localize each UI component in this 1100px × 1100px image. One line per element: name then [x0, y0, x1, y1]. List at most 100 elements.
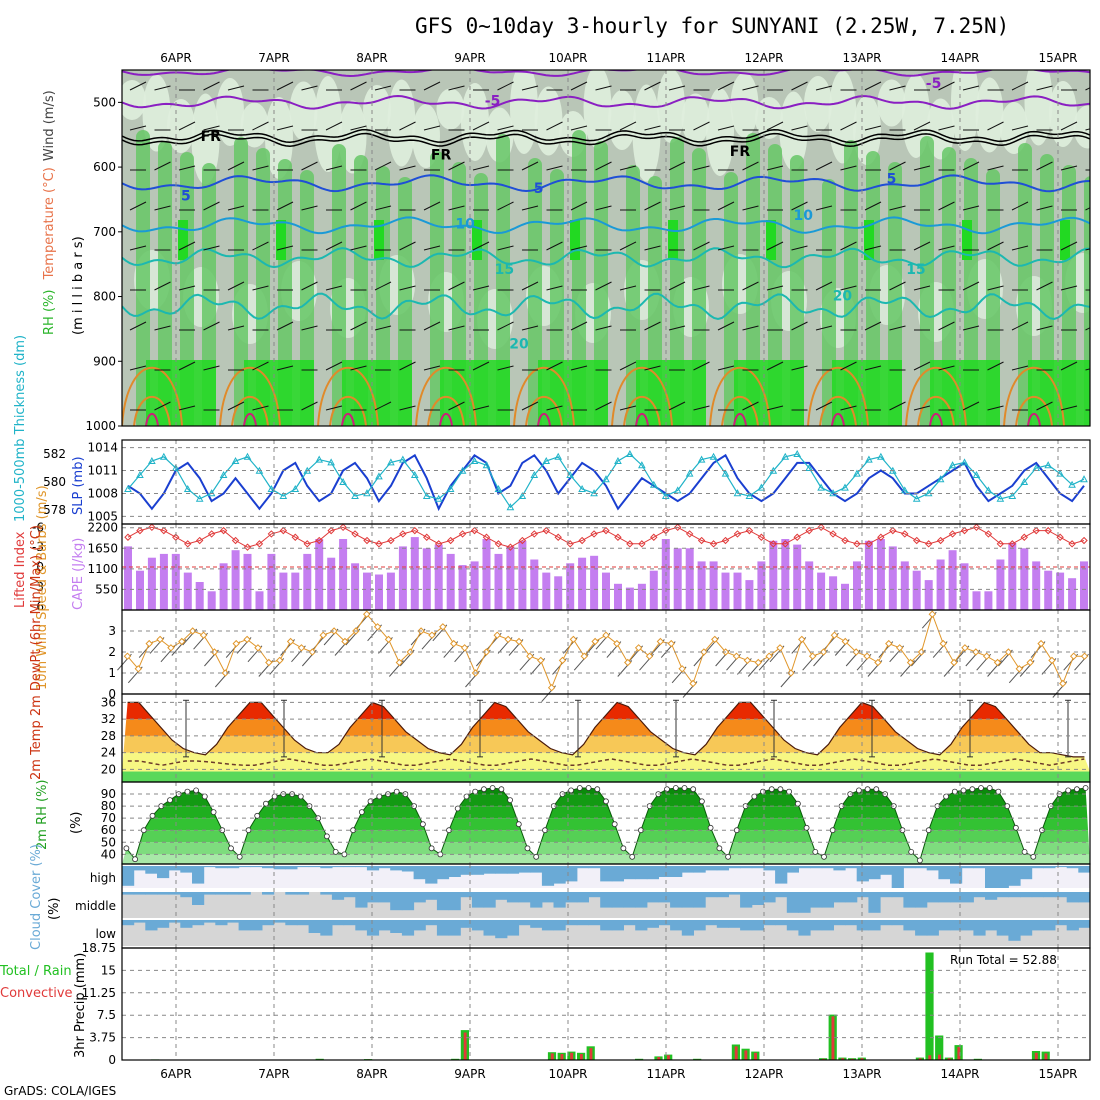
- cape-bar: [745, 580, 754, 610]
- li-tick-label: 6: [36, 600, 44, 614]
- precip-tick-label: 0: [108, 1053, 116, 1067]
- li-point: [1020, 533, 1028, 541]
- thickness-ylabel: 1000-500mb Thickness (dm): [13, 335, 28, 522]
- wind-barb: [448, 281, 465, 291]
- slp-tick-label: 1008: [87, 486, 118, 500]
- contour-label: 20: [833, 288, 853, 304]
- wind-barb: [570, 81, 588, 91]
- cloud-bar-high: [273, 866, 286, 870]
- wind-barb: [448, 325, 465, 331]
- cape-bar: [960, 563, 969, 610]
- thickness-point: [243, 452, 252, 460]
- rh-shading: [122, 70, 1090, 426]
- wind-barb: [693, 285, 710, 291]
- li-point: [578, 536, 586, 545]
- li-point: [913, 536, 921, 545]
- wind-barb: [742, 205, 759, 211]
- cloud-ylabel: Cloud Cover (%): [29, 844, 44, 950]
- wind-barb: [203, 81, 220, 91]
- upper-air-ylabel: RH (%) Temperature (°C) Wind (m/s): [42, 90, 57, 335]
- cloud-bar-middle: [786, 892, 799, 913]
- wind-speed-point: [787, 669, 795, 677]
- precip-tick-label: 15: [101, 963, 116, 977]
- rh-point: [472, 788, 479, 795]
- wind-barb: [1085, 87, 1090, 91]
- wind-speed-point: [982, 652, 991, 660]
- rh-point: [821, 853, 827, 860]
- rh-dry-patch: [779, 91, 808, 171]
- wind-speed-point: [808, 652, 817, 660]
- wind-speed-point: [624, 658, 632, 667]
- wind-barb: [472, 121, 490, 131]
- li-point: [721, 536, 730, 545]
- wind-barb: [668, 281, 686, 291]
- cape-bar: [876, 539, 885, 610]
- rh-point: [664, 786, 670, 793]
- precip-tick-label: 18.75: [82, 941, 116, 955]
- wind-barb: [644, 125, 661, 131]
- thickness-tick-label: 582: [43, 447, 66, 461]
- rh-point: [986, 785, 993, 791]
- cloud-bar-middle: [460, 892, 473, 898]
- wind-barb: [301, 281, 318, 291]
- wind-barb: [791, 201, 808, 211]
- cape-bar: [578, 557, 587, 610]
- cloud-bar-middle: [343, 892, 356, 898]
- pressure-tick-label: 800: [93, 290, 116, 304]
- li-point: [590, 530, 598, 538]
- wind-barb: [987, 285, 1004, 291]
- wind-barb: [913, 241, 931, 251]
- wind-barb: [766, 405, 784, 411]
- cloud-bar-high: [401, 866, 415, 872]
- wind-speed-point: [569, 635, 578, 644]
- wind-barb: [301, 205, 318, 211]
- li-point: [614, 533, 622, 541]
- li-point: [1056, 533, 1064, 541]
- rh-point: [507, 797, 514, 803]
- rh-moist-column: [496, 134, 510, 426]
- cloud-bar-middle: [168, 892, 181, 895]
- rh-point: [786, 788, 792, 795]
- li-point: [673, 523, 682, 532]
- cloud-bar-middle: [122, 892, 135, 895]
- wind-barb: [570, 321, 588, 331]
- cloud-bar-low: [611, 920, 624, 931]
- precip-bars: [151, 952, 1050, 1060]
- wind-barb: [717, 201, 735, 211]
- wind-barb: [889, 281, 906, 291]
- cloud-bars: [122, 866, 1091, 946]
- cloud-bar-low: [763, 920, 776, 926]
- dewpoint-line: [127, 758, 1085, 766]
- cloud-bar-low: [740, 920, 753, 931]
- wind-barb: [178, 285, 196, 291]
- wind-barb: [472, 361, 490, 371]
- thickness-point: [709, 452, 718, 460]
- rh-saturated-patch: [244, 360, 314, 426]
- cape-tick-label: 1100: [87, 562, 118, 576]
- cloud-bar-high: [588, 866, 601, 869]
- wind-barb: [913, 361, 931, 371]
- precip-conv-bar: [560, 1054, 564, 1060]
- wind-barb: [864, 81, 882, 91]
- temp-contour-35: [733, 412, 747, 426]
- wind-speed-point: [210, 648, 219, 656]
- cape-bar: [625, 587, 634, 610]
- wind-barb: [497, 321, 514, 331]
- wind-barb: [742, 85, 759, 91]
- cloud-bar-middle: [331, 892, 345, 900]
- cloud-bar-low: [938, 920, 951, 931]
- wind-barb: [1036, 401, 1053, 411]
- cloud-bar-middle: [833, 892, 846, 903]
- cloud-bar-low: [973, 920, 986, 936]
- li-point: [207, 530, 216, 538]
- wind-barb: [1011, 201, 1029, 211]
- rh-point: [210, 809, 217, 815]
- cloud-bar-low: [273, 920, 286, 923]
- cloud-bar-low: [471, 920, 485, 931]
- wind-barb: [325, 241, 343, 251]
- wind-barb: [399, 361, 416, 371]
- temp-contour-25: [611, 367, 673, 426]
- wind-barb: [1036, 281, 1053, 291]
- wind-barb: [913, 285, 931, 291]
- rh-dry-patch: [1049, 81, 1077, 147]
